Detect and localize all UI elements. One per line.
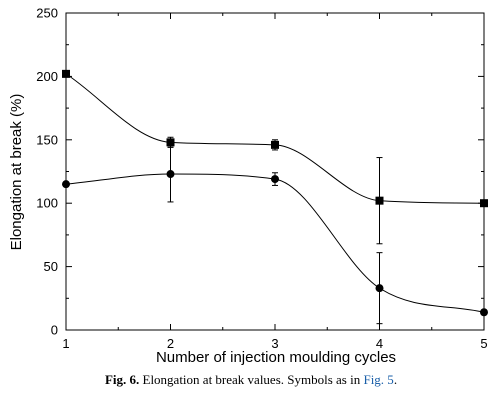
x-axis-title: Number of injection moulding cycles: [156, 349, 396, 366]
y-tick-label: 50: [44, 259, 58, 274]
x-tick-label: 5: [480, 336, 487, 351]
data-point-square: [271, 140, 279, 149]
data-point-square: [375, 196, 384, 205]
figure-reference-link[interactable]: Fig. 5: [363, 372, 394, 387]
caption-end: .: [393, 372, 398, 387]
plot-frame: [65, 12, 485, 331]
series-line: [65, 173, 485, 313]
y-tick-label: 150: [36, 132, 58, 147]
x-tick-label: 4: [376, 336, 383, 351]
figure-number: Fig. 6.: [104, 372, 140, 387]
data-point-square: [62, 69, 70, 78]
data-point-square: [480, 199, 488, 208]
axes: 0 50 100 150 200 250 1 2 3 4 5: [36, 6, 487, 352]
data-point-circle: [166, 170, 175, 179]
x-tick-label: 1: [62, 336, 69, 351]
series-circle: [62, 145, 488, 325]
y-axis-title: Elongation at break (%): [8, 94, 25, 251]
elongation-chart: 0 50 100 150 200 250 1 2 3 4 5 Elongation at break…: [8, 6, 488, 366]
figure-caption: Fig. 6. Elongation at break values. Symb…: [0, 372, 502, 388]
series-layer: [62, 69, 488, 325]
y-tick-label: 0: [51, 323, 58, 338]
y-tick-label: 200: [36, 69, 58, 84]
x-tick-label: 2: [167, 336, 174, 351]
data-point-square: [166, 138, 175, 147]
data-point-circle: [271, 175, 279, 184]
data-point-circle: [375, 284, 384, 293]
caption-text: Elongation at break values. Symbols as i…: [139, 372, 364, 387]
y-tick-label: 100: [36, 196, 58, 211]
data-point-circle: [62, 180, 70, 189]
x-tick-label: 3: [271, 336, 278, 351]
series-square: [62, 69, 488, 245]
data-point-circle: [480, 308, 488, 317]
y-tick-label: 250: [36, 6, 58, 21]
